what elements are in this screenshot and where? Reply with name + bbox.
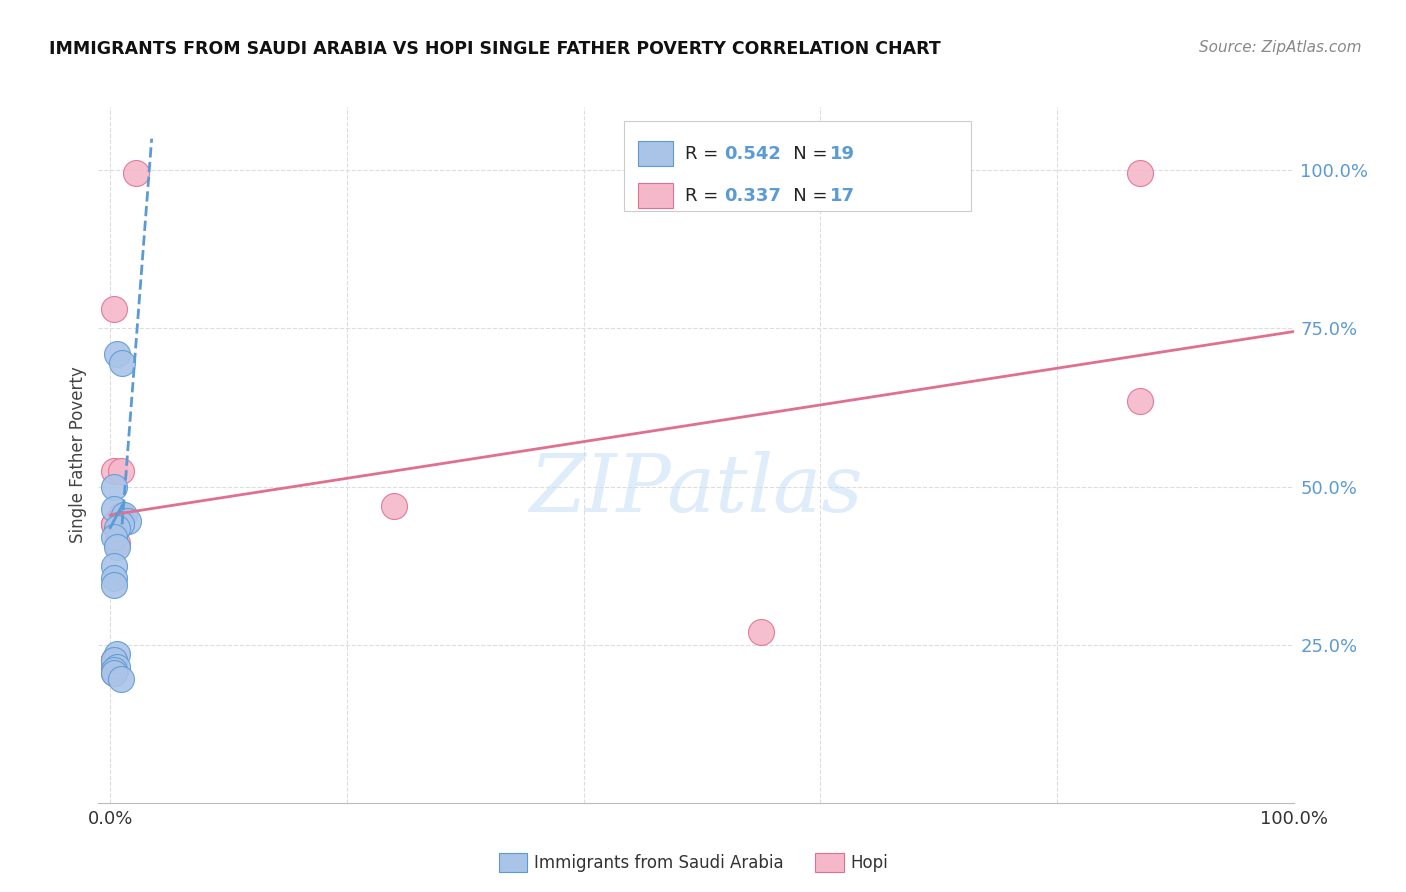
Point <box>103 530 125 544</box>
Text: IMMIGRANTS FROM SAUDI ARABIA VS HOPI SINGLE FATHER POVERTY CORRELATION CHART: IMMIGRANTS FROM SAUDI ARABIA VS HOPI SIN… <box>49 40 941 58</box>
Point <box>103 501 125 516</box>
Point <box>105 521 128 535</box>
Text: 19: 19 <box>830 145 855 163</box>
Point <box>382 499 405 513</box>
Point <box>110 464 132 478</box>
Point <box>114 508 136 522</box>
Text: N =: N = <box>776 145 834 163</box>
Point <box>111 356 134 370</box>
Point <box>103 660 125 674</box>
Text: Immigrants from Saudi Arabia: Immigrants from Saudi Arabia <box>534 855 785 872</box>
Text: 0.337: 0.337 <box>724 186 780 204</box>
Point <box>103 558 125 573</box>
Point <box>103 653 125 667</box>
Point <box>110 673 132 687</box>
Y-axis label: Single Father Poverty: Single Father Poverty <box>69 367 87 543</box>
Point <box>749 625 772 640</box>
Point <box>103 666 125 681</box>
Point <box>110 517 132 532</box>
Point <box>110 508 132 522</box>
Point <box>117 514 139 528</box>
Point <box>125 166 148 180</box>
Point <box>103 653 125 667</box>
Text: R =: R = <box>685 186 724 204</box>
Point <box>103 653 125 667</box>
Point <box>103 302 125 317</box>
Point <box>103 464 125 478</box>
Point <box>105 536 128 550</box>
Point <box>103 666 125 681</box>
Text: Source: ZipAtlas.com: Source: ZipAtlas.com <box>1198 40 1361 55</box>
Point <box>1129 166 1152 180</box>
Point <box>1129 394 1152 409</box>
Point <box>103 517 125 532</box>
Text: 17: 17 <box>830 186 855 204</box>
Point <box>103 571 125 585</box>
Point <box>105 540 128 554</box>
Point <box>105 647 128 661</box>
Text: 0.542: 0.542 <box>724 145 780 163</box>
Point <box>105 660 128 674</box>
Point <box>103 653 125 667</box>
Point <box>103 479 125 493</box>
Text: Hopi: Hopi <box>851 855 889 872</box>
Text: ZIPatlas: ZIPatlas <box>529 451 863 528</box>
Point <box>103 517 125 532</box>
Point <box>103 663 125 677</box>
Point <box>103 577 125 591</box>
Text: R =: R = <box>685 145 724 163</box>
Point <box>105 347 128 361</box>
Text: N =: N = <box>776 186 834 204</box>
